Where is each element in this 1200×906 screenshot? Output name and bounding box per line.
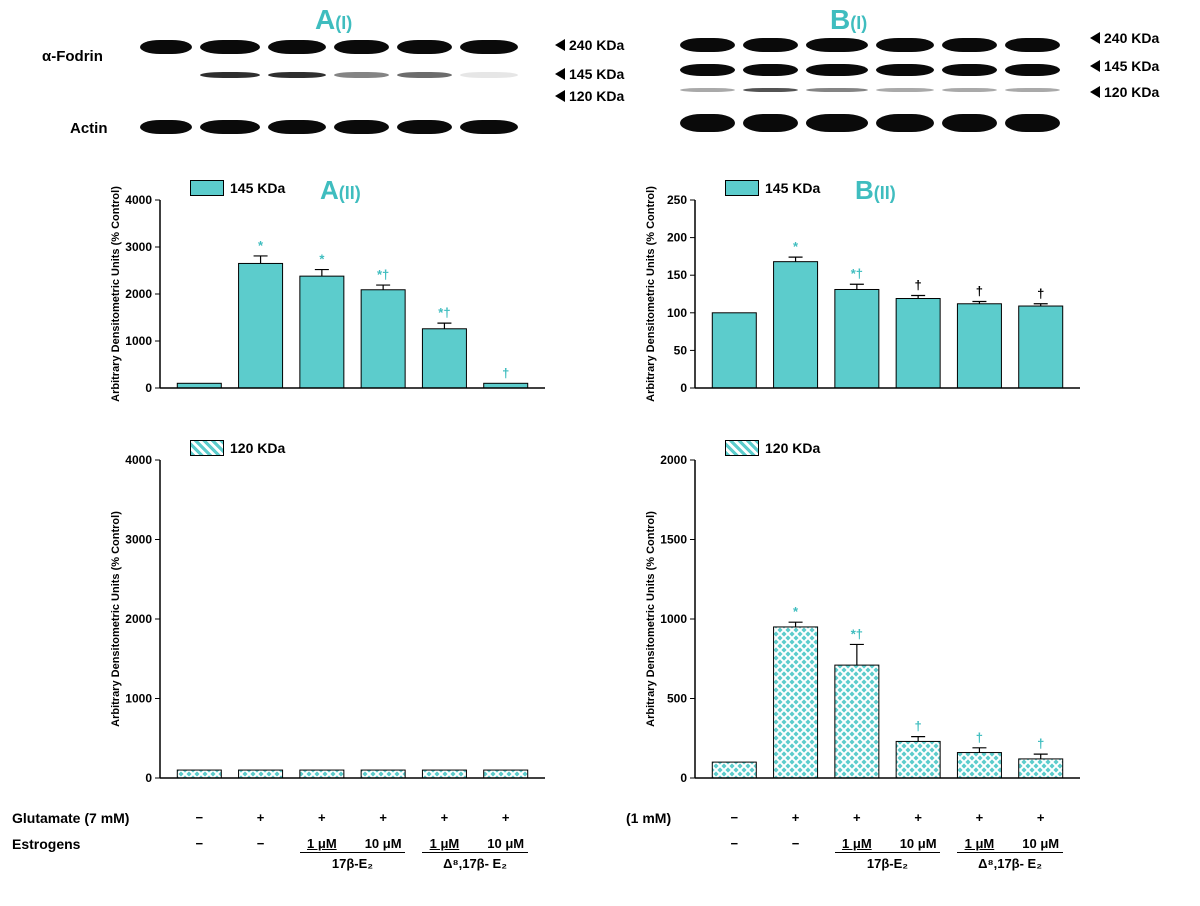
marker-B-240: 240 KDa	[1090, 30, 1159, 46]
blot-A-240	[140, 40, 518, 54]
svg-text:*†: *†	[851, 626, 863, 641]
svg-text:0: 0	[145, 381, 152, 395]
svg-text:3000: 3000	[125, 533, 152, 547]
xlabel-glutamate-A: Glutamate (7 mM)	[12, 810, 129, 826]
svg-text:2000: 2000	[660, 453, 687, 467]
row-label-fodrin: α-Fodrin	[42, 48, 103, 65]
chart-A2-145: 0 1000 2000 3000 4000 * * *† *† † Arbitrary Densit…	[105, 170, 555, 410]
panel-title-A1: A(I)	[315, 4, 352, 36]
swatch-solid	[190, 180, 224, 196]
marker-A-240: 240 KDa	[555, 37, 624, 53]
blot-B-120	[680, 88, 1060, 92]
panel-title-A2: A(II)	[320, 175, 361, 206]
chart-B2-145: 0 50 100 150 200 250 * *† † † † Arbitrary Densitome…	[640, 170, 1090, 410]
svg-text:Arbitrary Densitometric Units: Arbitrary Densitometric Units (% Control…	[645, 186, 657, 402]
svg-text:1000: 1000	[125, 692, 152, 706]
marker-B-120: 120 KDa	[1090, 84, 1159, 100]
svg-text:Arbitrary Densitometric Units: Arbitrary Densitometric Units (% Control…	[110, 511, 122, 727]
svg-text:200: 200	[667, 231, 687, 245]
svg-text:†: †	[915, 278, 922, 293]
xlabel-glutamate-B: (1 mM)	[626, 810, 671, 826]
xlabel-estrogens: Estrogens	[12, 836, 80, 852]
svg-text:4000: 4000	[125, 453, 152, 467]
legend-A2-145: 145 KDa	[190, 180, 285, 196]
svg-text:150: 150	[667, 268, 687, 282]
svg-text:2000: 2000	[125, 612, 152, 626]
svg-text:†: †	[976, 730, 983, 745]
svg-text:†: †	[976, 284, 983, 299]
svg-text:*†: *†	[377, 267, 389, 282]
legend-B2-120: 120 KDa	[725, 440, 820, 456]
svg-text:*: *	[793, 604, 799, 619]
marker-B-145: 145 KDa	[1090, 58, 1159, 74]
panel-title-B2: B(II)	[855, 175, 896, 206]
svg-text:50: 50	[674, 343, 688, 357]
legend-B2-145: 145 KDa	[725, 180, 820, 196]
svg-text:2000: 2000	[125, 287, 152, 301]
figure-root: A(I) B(I) α-Fodrin Actin 240 KDa 145 KDa…	[0, 0, 1200, 906]
marker-A-120: 120 KDa	[555, 88, 624, 104]
swatch-hatched	[725, 440, 759, 456]
svg-text:0: 0	[680, 771, 687, 785]
svg-text:1500: 1500	[660, 533, 687, 547]
swatch-hatched	[190, 440, 224, 456]
chart-B2-120: 0 500 1000 1500 2000 * *† † † † Arbitrary Densitom…	[640, 430, 1090, 800]
svg-text:0: 0	[145, 771, 152, 785]
svg-text:*: *	[319, 252, 325, 267]
svg-text:†: †	[502, 365, 509, 380]
svg-text:*: *	[258, 238, 264, 253]
svg-text:†: †	[1037, 286, 1044, 301]
svg-text:Arbitrary Densitometric Units: Arbitrary Densitometric Units (% Control…	[645, 511, 657, 727]
svg-text:†: †	[1037, 736, 1044, 751]
svg-text:3000: 3000	[125, 240, 152, 254]
svg-text:1000: 1000	[660, 612, 687, 626]
svg-text:0: 0	[680, 381, 687, 395]
legend-A2-120: 120 KDa	[190, 440, 285, 456]
blot-B-actin	[680, 114, 1060, 132]
svg-text:500: 500	[667, 692, 687, 706]
svg-text:Arbitrary Densitometric Units: Arbitrary Densitometric Units (% Control…	[110, 186, 122, 402]
row-label-actin: Actin	[70, 120, 108, 137]
blot-B-145	[680, 64, 1060, 76]
svg-text:4000: 4000	[125, 193, 152, 207]
svg-text:1000: 1000	[125, 334, 152, 348]
blot-A-145	[140, 72, 518, 78]
svg-text:*: *	[793, 239, 799, 254]
panel-title-B1: B(I)	[830, 4, 867, 36]
svg-text:100: 100	[667, 306, 687, 320]
svg-text:250: 250	[667, 193, 687, 207]
svg-text:†: †	[915, 719, 922, 734]
chart-A2-120: 0 1000 2000 3000 4000 Arbitrary Densitometric…	[105, 430, 555, 800]
blot-B-240	[680, 38, 1060, 52]
svg-text:*†: *†	[851, 266, 863, 281]
svg-text:*†: *†	[438, 305, 450, 320]
swatch-solid	[725, 180, 759, 196]
blot-A-actin	[140, 120, 518, 134]
marker-A-145: 145 KDa	[555, 66, 624, 82]
